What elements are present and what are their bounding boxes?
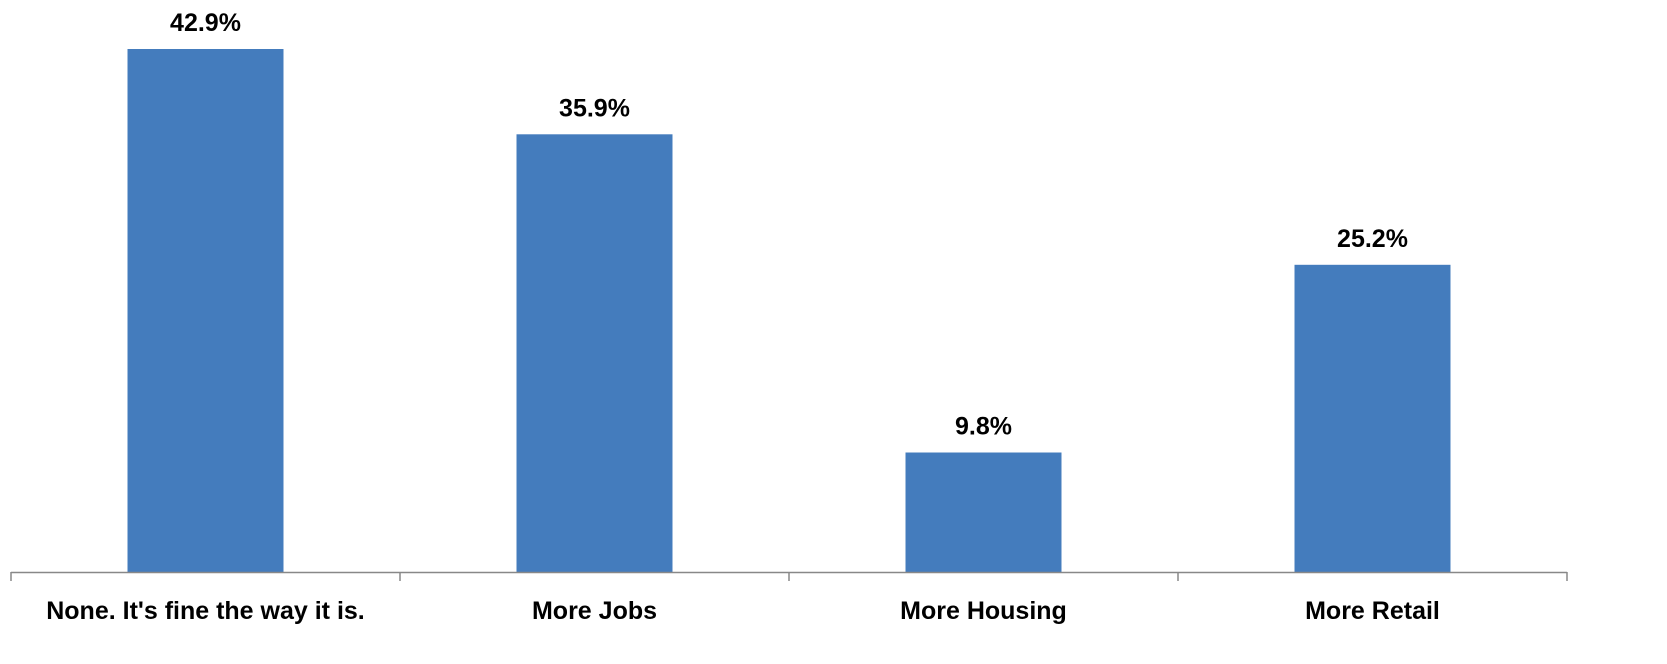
data-label-0: 42.9% — [170, 9, 241, 37]
bar-1 — [516, 134, 673, 573]
category-label-3: More Retail — [1305, 597, 1440, 625]
value-labels-group: 42.9% 35.9% 9.8% 25.2% — [170, 9, 1408, 441]
bars-group — [127, 49, 1451, 573]
data-label-2: 9.8% — [955, 413, 1012, 441]
category-label-0: None. It's fine the way it is. — [46, 597, 365, 625]
category-label-1: More Jobs — [532, 597, 657, 625]
data-label-1: 35.9% — [559, 94, 630, 122]
category-labels-group: None. It's fine the way it is. More Jobs M… — [46, 597, 1440, 625]
bar-0 — [127, 49, 284, 572]
bar-2 — [905, 452, 1062, 572]
data-label-3: 25.2% — [1337, 225, 1408, 253]
category-label-2: More Housing — [900, 597, 1067, 625]
bar-3 — [1294, 264, 1451, 572]
x-axis — [10, 571, 1568, 581]
